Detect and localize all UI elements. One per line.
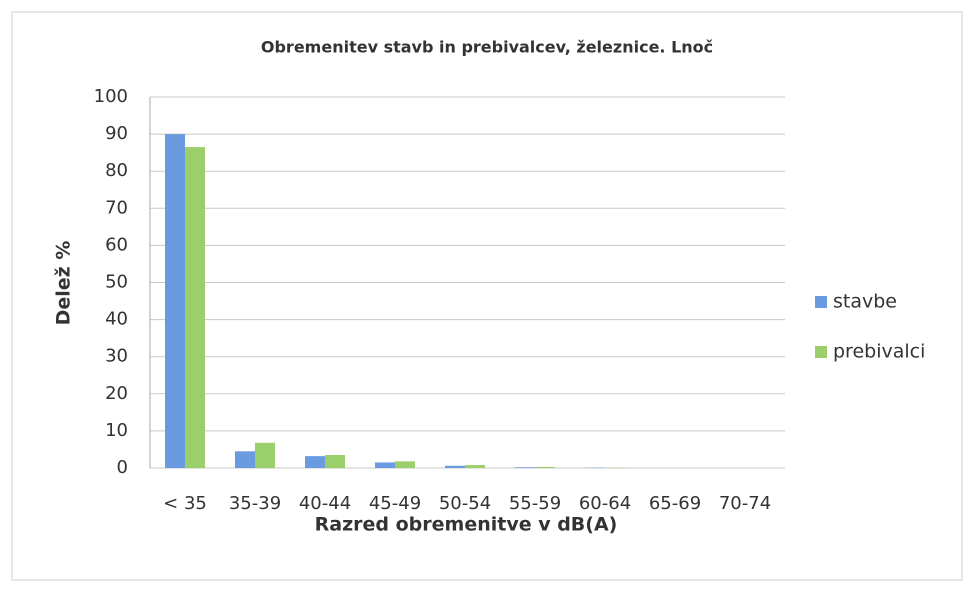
y-tick-label: 40 xyxy=(105,309,128,330)
bar xyxy=(445,466,465,468)
x-tick-label: 50-54 xyxy=(439,493,491,514)
x-tick-label: 55-59 xyxy=(509,493,561,514)
y-tick-label: 60 xyxy=(105,234,128,255)
bar xyxy=(535,467,555,468)
y-tick-label: 30 xyxy=(105,346,128,367)
y-tick-label: 80 xyxy=(105,160,128,181)
x-tick-label: 60-64 xyxy=(579,493,631,514)
x-tick-label: 70-74 xyxy=(719,493,771,514)
y-tick-label: 90 xyxy=(105,123,128,144)
bar xyxy=(305,456,325,468)
x-tick-label: 40-44 xyxy=(299,493,351,514)
x-tick-label: 45-49 xyxy=(369,493,421,514)
legend-swatch xyxy=(815,346,827,358)
legend-swatch xyxy=(815,296,827,308)
x-tick-label: 35-39 xyxy=(229,493,281,514)
bar xyxy=(465,465,485,468)
bar xyxy=(395,461,415,468)
y-tick-label: 50 xyxy=(105,272,128,293)
bar xyxy=(185,147,205,468)
legend-label: prebivalci xyxy=(833,341,925,363)
x-axis-label: Razred obremenitve v dB(A) xyxy=(315,514,618,536)
y-tick-label: 70 xyxy=(105,197,128,218)
bar xyxy=(235,451,255,468)
chart-title: Obremenitev stavb in prebivalcev, železn… xyxy=(261,38,713,57)
y-tick-label: 20 xyxy=(105,383,128,404)
y-tick-label: 0 xyxy=(117,457,128,478)
legend-label: stavbe xyxy=(833,291,897,313)
y-tick-label: 10 xyxy=(105,420,128,441)
x-tick-label: < 35 xyxy=(163,493,207,514)
y-axis-label: Delež % xyxy=(53,241,75,326)
bar xyxy=(515,467,535,468)
bar xyxy=(375,462,395,468)
bar xyxy=(325,455,345,468)
bar xyxy=(165,134,185,468)
bar xyxy=(255,443,275,468)
y-tick-label: 100 xyxy=(94,86,128,107)
x-tick-label: 65-69 xyxy=(649,493,701,514)
